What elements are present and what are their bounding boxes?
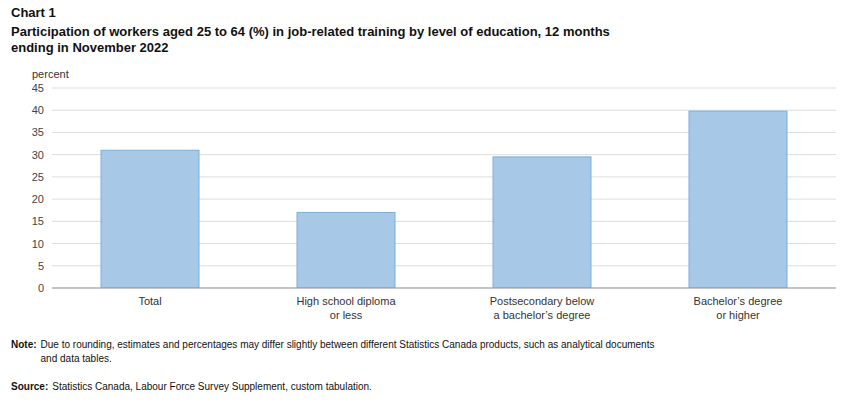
title: Participation of workers aged 25 to 64 (… [11,24,610,55]
x-tick-label: Postsecondary below a bachelor’s degree [490,295,595,321]
x-tick-label: Bachelor’s degree or higher [694,295,783,321]
bar [101,150,199,288]
y-tick-label: 35 [32,126,44,138]
note-label: Note: [11,339,37,350]
y-tick-label: 45 [32,82,44,94]
grid-line [52,88,836,89]
y-tick-label: 5 [38,260,44,272]
bar [297,212,395,288]
grid [52,88,836,288]
bar [493,157,591,288]
text-line: and data tables. [41,353,112,364]
text-line: Total [138,295,161,307]
x-tick-label: High school diploma or less [296,295,396,321]
y-tick-label: 30 [32,149,44,161]
y-axis-label: percent [32,68,69,80]
text-line: High school diploma [296,295,396,307]
source: Statistics Canada, Labour Force Survey S… [52,381,372,392]
text-line: or less [330,309,363,321]
text-line: ending in November 2022 [11,40,169,55]
note: Due to rounding, estimates and percentag… [41,339,655,364]
y-tick-label: 15 [32,215,44,227]
chart-label: Chart 1 [11,5,56,20]
text-line: Due to rounding, estimates and percentag… [41,339,655,350]
x-axis-line [52,288,836,289]
text-line: Participation of workers aged 25 to 64 (… [11,24,610,39]
bars [101,111,787,288]
bar [689,111,787,288]
text-line: a bachelor’s degree [494,309,591,321]
y-tick-label: 10 [32,238,44,250]
text-line: Postsecondary below [490,295,595,307]
y-tick-label: 20 [32,193,44,205]
text-line: Bachelor’s degree [694,295,783,307]
grid-line [52,110,836,111]
chart: Chart 1 Participation of workers aged 25 … [0,0,852,416]
grid-line [52,288,836,289]
y-tick-label: 40 [32,104,44,116]
source-label: Source: [11,381,48,392]
y-tick-label: 0 [38,282,44,294]
text-line: or higher [716,309,760,321]
x-tick-label: Total [138,295,161,307]
y-tick-label: 25 [32,171,44,183]
